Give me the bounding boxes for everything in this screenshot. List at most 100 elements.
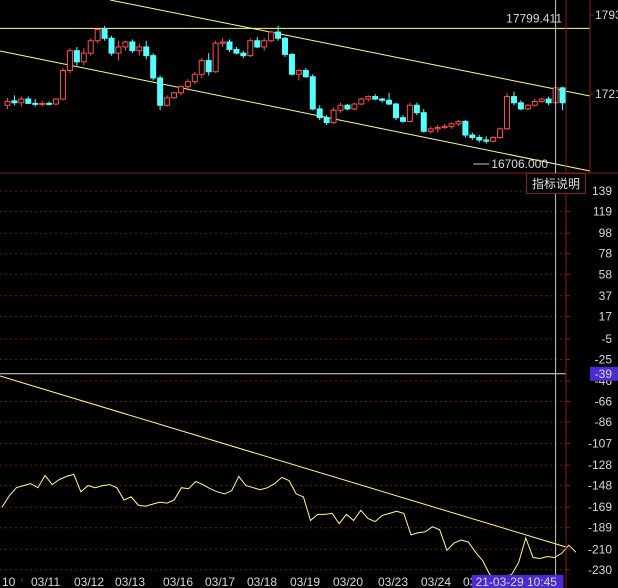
candle-down xyxy=(559,87,566,104)
indicator-tick-label: -86 xyxy=(595,415,613,429)
candle-up xyxy=(39,102,46,105)
candle-up xyxy=(59,70,66,100)
candle-up xyxy=(66,50,73,72)
candle-up xyxy=(295,70,302,75)
indicator-tick-label: 78 xyxy=(599,247,613,261)
candle-up xyxy=(136,46,143,52)
candle-down xyxy=(233,48,240,54)
candle-up xyxy=(531,101,538,106)
date-tick-label: 03/19 xyxy=(290,575,320,588)
candle-down xyxy=(157,77,164,106)
date-tick-label: 03/17 xyxy=(205,575,235,588)
candle-down xyxy=(205,60,212,73)
indicator-tick-label: -128 xyxy=(588,458,612,472)
candle-down xyxy=(254,40,261,48)
candle-up xyxy=(330,109,337,124)
upper-trendline xyxy=(109,0,591,97)
candle-up xyxy=(184,81,191,88)
indicator-panel xyxy=(0,190,577,578)
candle-down xyxy=(372,96,379,100)
lower-trendline xyxy=(0,50,591,172)
date-tick-label: 03/20 xyxy=(333,575,363,588)
candle-up xyxy=(212,42,219,73)
candle-up xyxy=(170,92,177,99)
candle-down xyxy=(476,137,483,141)
candle-down xyxy=(393,103,400,119)
candle-up xyxy=(177,86,184,94)
candle-down xyxy=(108,37,115,54)
candle-up xyxy=(406,104,413,122)
candle-down xyxy=(32,102,39,105)
candle-down xyxy=(101,29,108,39)
candle-up xyxy=(434,127,441,130)
candle-down xyxy=(323,117,330,124)
indicator-tick-label: -66 xyxy=(595,394,613,408)
indicator-tick-label: 98 xyxy=(599,226,613,240)
indicator-tick-label: -107 xyxy=(588,437,612,451)
candle-up xyxy=(538,98,545,103)
candle-down xyxy=(399,117,406,122)
candle-up xyxy=(490,137,497,142)
candle-down xyxy=(302,70,309,78)
candle-down xyxy=(386,99,393,105)
candle-up xyxy=(80,52,87,63)
candle-up xyxy=(441,125,448,129)
candle-down xyxy=(275,31,282,39)
candle-down xyxy=(413,104,420,114)
candle-up xyxy=(4,101,11,106)
candle-down xyxy=(143,46,150,57)
indicator-tick-label: 58 xyxy=(599,267,613,281)
date-tick-label: 03/18 xyxy=(247,575,277,588)
date-tick-label: 03/11 xyxy=(31,575,60,588)
candle-down xyxy=(309,76,316,110)
indicator-line xyxy=(1,473,577,578)
candle-up xyxy=(365,96,372,100)
candle-up xyxy=(53,98,60,105)
candle-down xyxy=(226,41,233,50)
candle-down xyxy=(25,98,32,104)
date-tick-label: 03/24 xyxy=(421,575,451,588)
indicator-info-button[interactable]: 指标说明 xyxy=(526,173,586,194)
date-tick-label: 03/12 xyxy=(74,575,104,588)
candle-down xyxy=(46,102,53,105)
candle-down xyxy=(379,98,386,101)
candle-up xyxy=(198,60,205,75)
candle-down xyxy=(282,37,288,55)
candle-up xyxy=(247,40,254,57)
candle-up xyxy=(219,41,226,44)
high-annotation-label: 17799.411 xyxy=(506,11,562,25)
candle-up xyxy=(497,128,504,139)
candle-down xyxy=(288,53,295,75)
candle-up xyxy=(427,128,434,132)
date-tick-label: 03/16 xyxy=(163,575,193,588)
indicator-tick-label: -169 xyxy=(588,500,612,514)
candle-down xyxy=(150,55,157,79)
indicator-tick-label: 139 xyxy=(592,184,612,198)
date-tick-label: 03/23 xyxy=(378,575,408,588)
indicator-tick-label: 17 xyxy=(599,309,613,323)
crosshair-time-badge xyxy=(471,575,564,588)
indicator-tick-label: 37 xyxy=(599,289,613,303)
candle-down xyxy=(73,50,80,63)
candle-up xyxy=(337,104,344,111)
date-tick-label: 10 xyxy=(2,575,16,588)
candle-up xyxy=(261,40,268,48)
indicator-trendline xyxy=(0,375,567,548)
candle-up xyxy=(164,97,171,106)
candle-up xyxy=(122,41,129,48)
candle-up xyxy=(191,73,198,83)
indicator-tick-label: -230 xyxy=(588,563,612,577)
indicator-tick-label: -25 xyxy=(595,352,613,366)
price-tick-label: 1793 xyxy=(595,8,618,22)
candle-down xyxy=(129,41,136,52)
candle-up xyxy=(87,40,94,54)
candle-down xyxy=(316,108,323,119)
candle-down xyxy=(483,139,490,142)
candle-up xyxy=(455,120,462,125)
low-annotation-label: 16706.000 xyxy=(491,157,548,171)
indicator-tick-label: 119 xyxy=(593,205,612,219)
candle-up xyxy=(115,46,122,54)
candle-down xyxy=(344,104,351,110)
